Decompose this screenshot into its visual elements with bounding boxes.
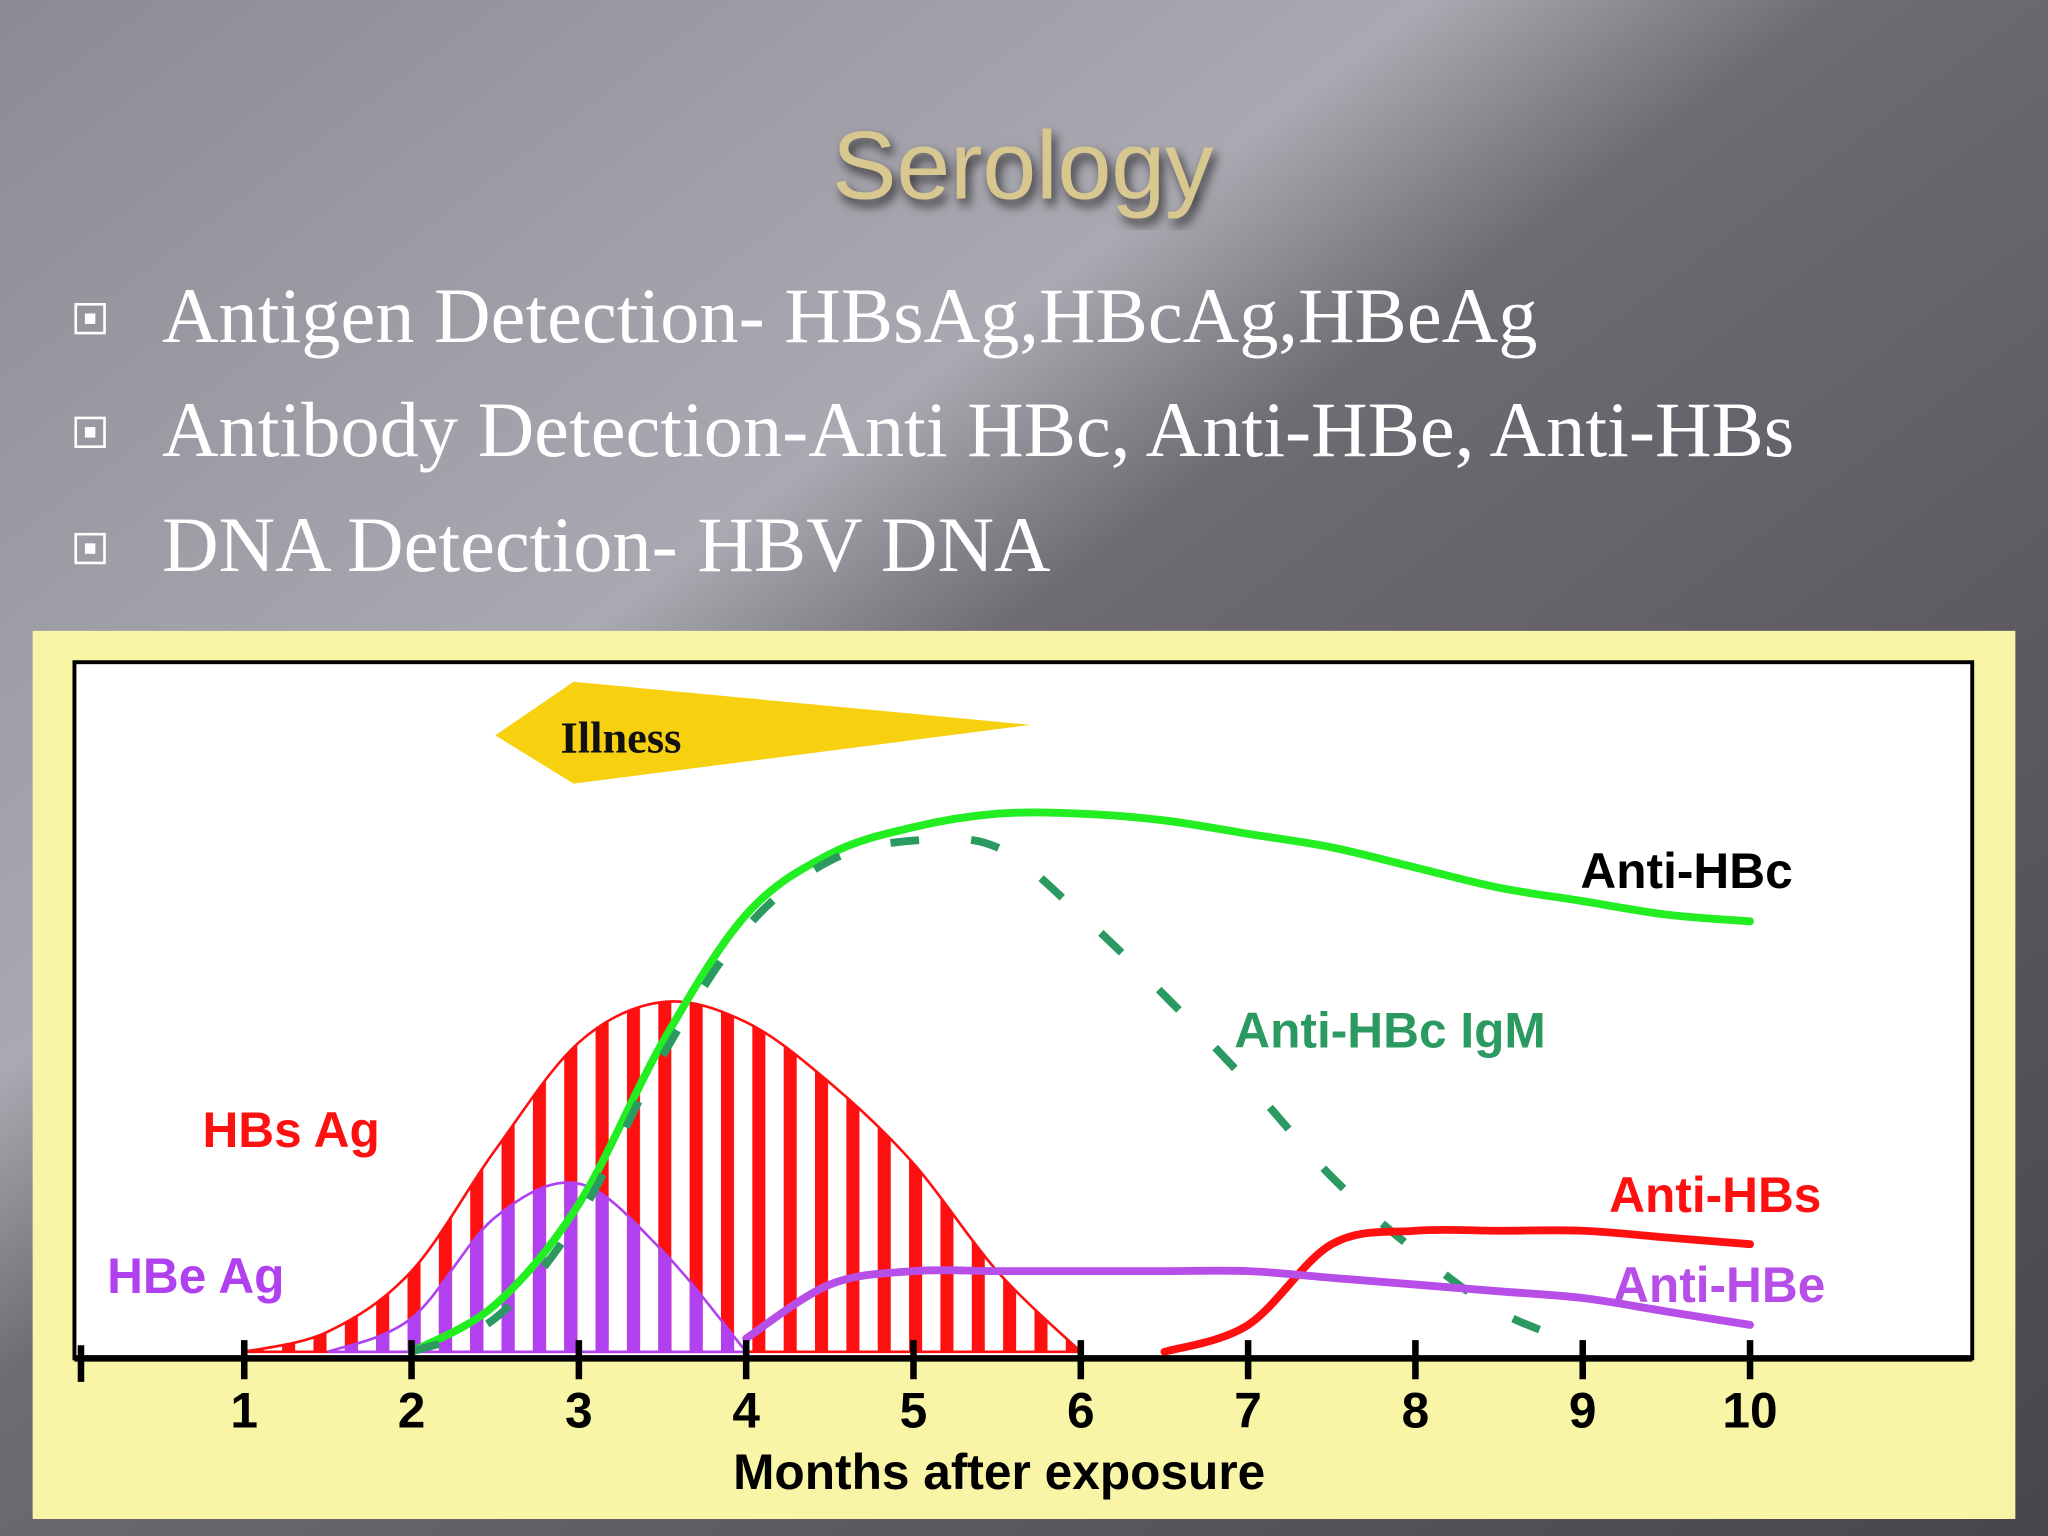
- bullet-text: Antibody Detection-Anti HBc, Anti-HBe, A…: [162, 386, 1794, 473]
- line: [1160, 1225, 1754, 1356]
- series-label: HBe Ag: [107, 1248, 284, 1304]
- x-tick-label: 8: [1402, 1383, 1430, 1439]
- chart: Illness HBs Ag HBe Ag Anti-HBc Anti-HBc IgM A…: [74, 681, 1973, 1500]
- x-tick-label: 3: [565, 1383, 593, 1439]
- illness-arrow: [495, 681, 1031, 784]
- x-tick-label: 10: [1722, 1383, 1777, 1439]
- x-tick-label: 6: [1067, 1383, 1095, 1439]
- slide-title: Serology: [832, 113, 1214, 220]
- line: [407, 808, 1754, 1356]
- series-label: HBs Ag: [202, 1102, 379, 1158]
- bullet-icon: [84, 427, 96, 438]
- line: [742, 1266, 1754, 1343]
- x-tick-label: 5: [900, 1383, 928, 1439]
- x-tick-label: 7: [1234, 1383, 1262, 1439]
- line: [410, 834, 1585, 1356]
- plot-area: [72, 660, 1975, 1361]
- area: [243, 1000, 1085, 1354]
- bullet-icon: [84, 543, 96, 554]
- x-tick-label: 9: [1569, 1383, 1597, 1439]
- bullet-icon: [84, 313, 96, 324]
- series-label: Anti-HBc IgM: [1234, 1003, 1546, 1059]
- series-label: Anti-HBc: [1580, 843, 1792, 899]
- bullet-text: Antigen Detection- HBsAg,HBcAg,HBeAg: [162, 272, 1537, 359]
- x-tick-label: 1: [230, 1383, 258, 1439]
- series-label: Anti-HBe: [1613, 1257, 1825, 1313]
- annotation: Illness: [561, 712, 682, 762]
- bullet-text: DNA Detection- HBV DNA: [162, 501, 1051, 588]
- x-tick-label: 2: [398, 1383, 426, 1439]
- x-tick-label: 4: [732, 1383, 760, 1439]
- bullet-icon: [74, 303, 106, 335]
- x-axis-title: Months after exposure: [733, 1444, 1265, 1500]
- bullets: Antigen Detection- HBsAg,HBcAg,HBeAg Ant…: [74, 272, 1794, 588]
- bullet-icon: [74, 532, 106, 565]
- series-label: Anti-HBs: [1609, 1167, 1821, 1223]
- bullet-icon: [74, 416, 106, 448]
